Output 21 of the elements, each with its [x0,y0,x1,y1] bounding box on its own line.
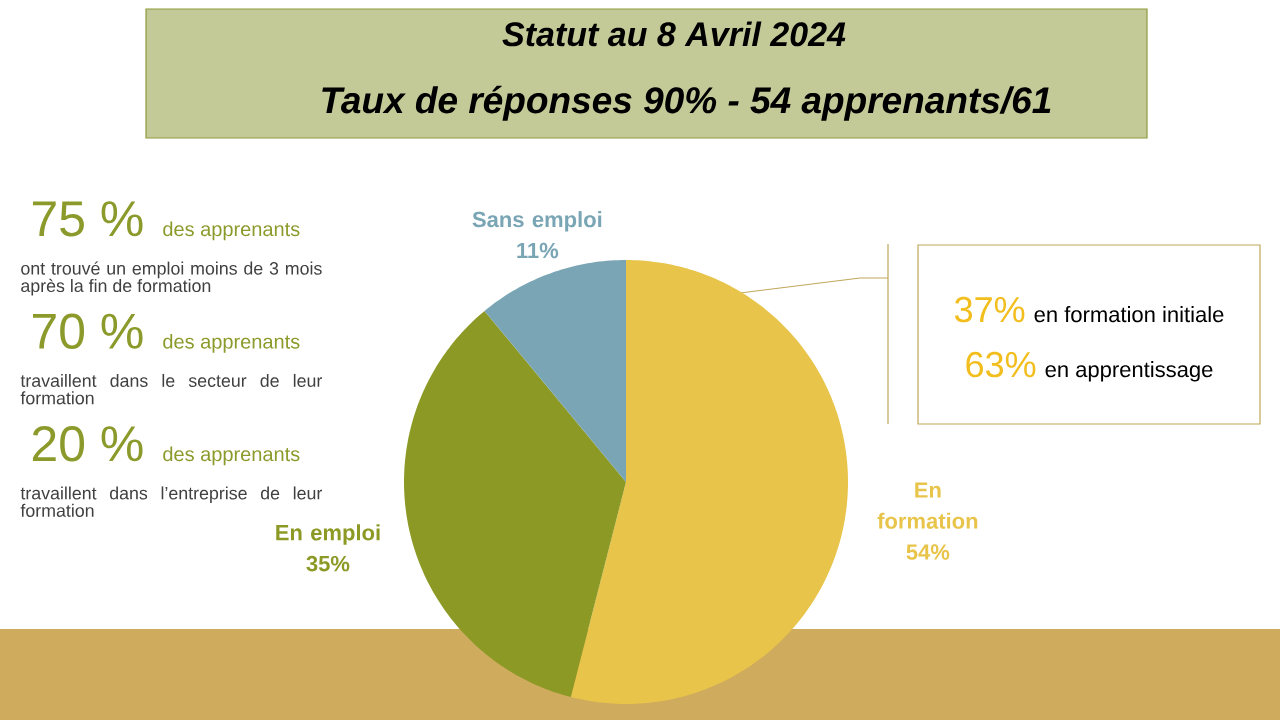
data-label: 54% [906,544,950,560]
text: 20 % [32,426,143,462]
text: 63% [966,351,1036,378]
text: 75 % [32,201,143,237]
text: en apprentissage [1045,361,1213,382]
text: des apprenants [163,334,300,353]
chart-title: Statut au 8 Avril 2024 [502,21,846,47]
data-label: 11% [517,242,559,259]
text: des apprenants [163,446,300,466]
text: 37% [954,296,1025,323]
slice-label: En emploi [276,524,380,545]
slice-label: En formation [877,482,978,529]
text: ont trouvé un emploi moins de 3 mois après la fin de formation [21,261,322,296]
text: en formation initiale [1034,306,1224,323]
text: travaillent dans le secteur de leur formation [20,373,323,405]
text: travaillent dans l’entreprise de leur formation [20,486,323,517]
data-label: 35% [306,555,350,572]
slice-label: Sans emploi [472,211,602,232]
text: 70 % [32,313,143,349]
text: des apprenants [163,221,300,241]
chart-subtitle: Taux de réponses 90% - 54 apprenants/61 [322,85,1051,121]
